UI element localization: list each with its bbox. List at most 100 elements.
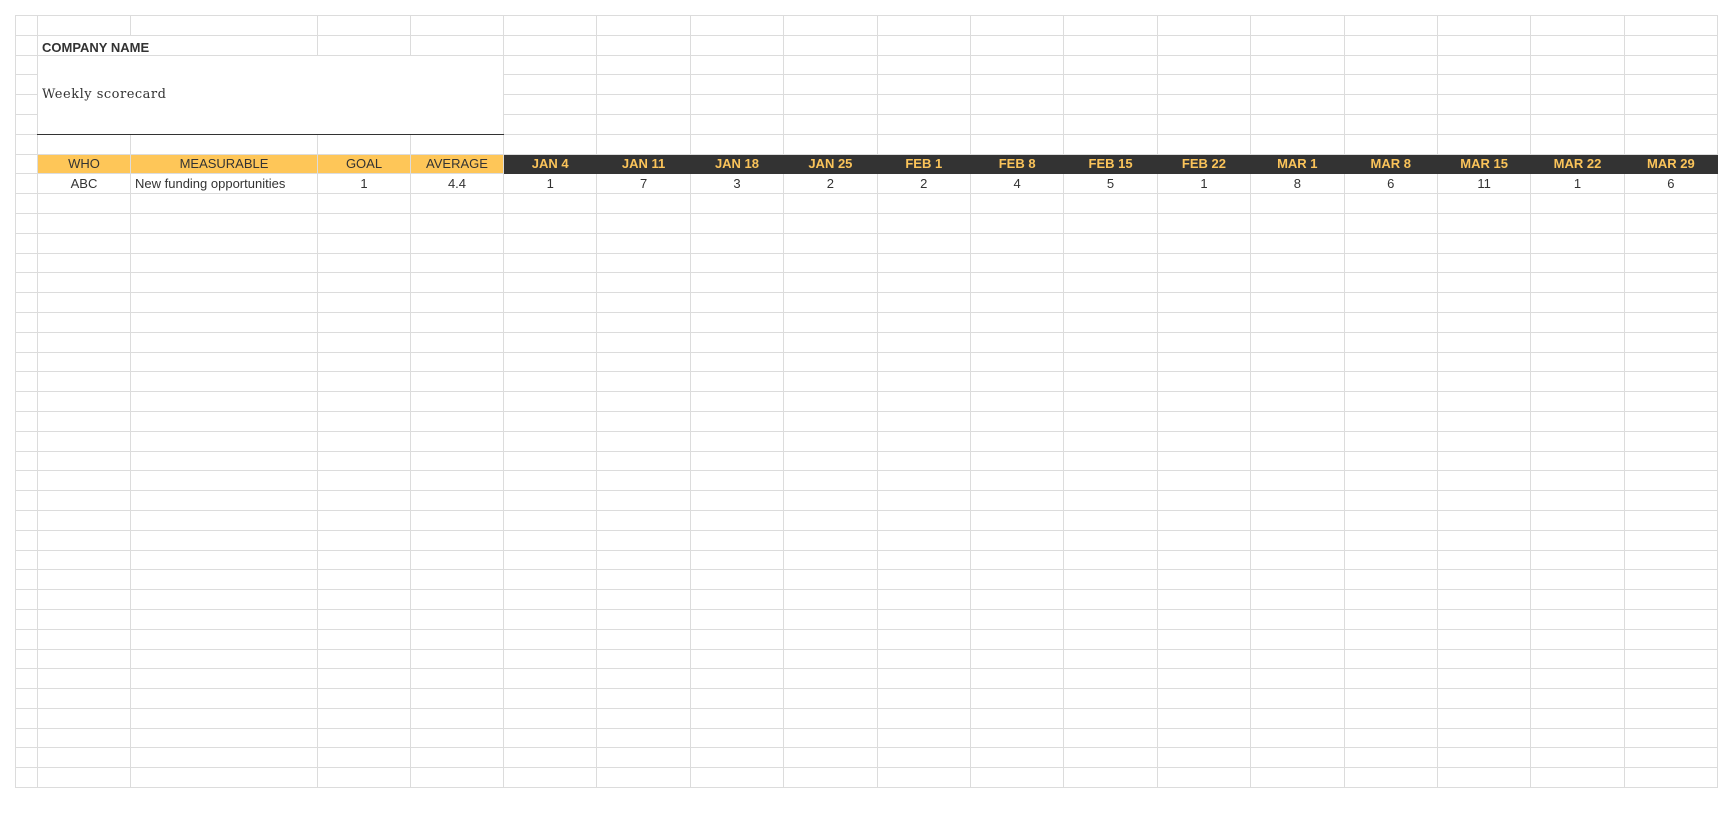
- cell[interactable]: [1623, 490, 1719, 511]
- cell[interactable]: [1623, 351, 1719, 373]
- cell[interactable]: [1530, 410, 1625, 432]
- cell[interactable]: [1063, 707, 1158, 729]
- cell[interactable]: [37, 410, 131, 432]
- cell[interactable]: [1343, 232, 1438, 254]
- cell[interactable]: [1436, 668, 1532, 690]
- cell[interactable]: [969, 371, 1065, 393]
- cell[interactable]: [1063, 371, 1158, 393]
- cell[interactable]: [1530, 133, 1625, 155]
- cell[interactable]: [130, 668, 318, 690]
- cell[interactable]: [15, 232, 38, 254]
- cell[interactable]: [410, 707, 504, 729]
- cell[interactable]: [969, 767, 1065, 789]
- cell[interactable]: [1436, 529, 1532, 551]
- cell[interactable]: [969, 351, 1065, 373]
- cell[interactable]: [783, 391, 878, 412]
- cell[interactable]: [1156, 232, 1252, 254]
- cell[interactable]: [1250, 569, 1345, 591]
- cell[interactable]: [1530, 331, 1625, 353]
- cell[interactable]: [783, 628, 878, 650]
- cell[interactable]: [1436, 232, 1532, 254]
- cell[interactable]: [1530, 707, 1625, 729]
- cell[interactable]: [1436, 331, 1532, 353]
- cell[interactable]: [410, 351, 504, 373]
- cell[interactable]: [130, 430, 318, 452]
- cell[interactable]: [876, 410, 971, 432]
- cell[interactable]: [689, 292, 785, 313]
- cell[interactable]: [596, 272, 691, 294]
- cell[interactable]: [1156, 292, 1252, 313]
- cell[interactable]: [783, 707, 878, 729]
- cell[interactable]: [596, 94, 691, 115]
- cell[interactable]: [596, 707, 691, 729]
- cell[interactable]: [783, 54, 878, 76]
- cell[interactable]: [1156, 54, 1252, 76]
- cell[interactable]: [1156, 391, 1252, 412]
- cell[interactable]: [1063, 15, 1158, 36]
- cell[interactable]: [1250, 94, 1345, 115]
- cell[interactable]: [410, 133, 504, 155]
- cell[interactable]: [15, 212, 38, 234]
- cell[interactable]: [969, 529, 1065, 551]
- cell[interactable]: [1063, 628, 1158, 650]
- cell[interactable]: [1530, 470, 1625, 492]
- cell[interactable]: [1063, 668, 1158, 690]
- cell[interactable]: [1530, 589, 1625, 610]
- cell[interactable]: [1343, 391, 1438, 412]
- cell[interactable]: [689, 767, 785, 789]
- cell[interactable]: [37, 668, 131, 690]
- cell[interactable]: [37, 767, 131, 789]
- cell[interactable]: [969, 569, 1065, 591]
- cell[interactable]: [1250, 371, 1345, 393]
- cell[interactable]: [130, 648, 318, 670]
- cell[interactable]: [1436, 707, 1532, 729]
- cell[interactable]: [410, 529, 504, 551]
- cell[interactable]: [1343, 292, 1438, 313]
- cell[interactable]: [317, 193, 411, 214]
- cell[interactable]: [130, 15, 318, 36]
- cell[interactable]: [969, 54, 1065, 76]
- cell[interactable]: [1530, 490, 1625, 511]
- cell[interactable]: [1623, 371, 1719, 393]
- cell[interactable]: [969, 589, 1065, 610]
- cell[interactable]: [502, 490, 598, 511]
- cell[interactable]: [689, 371, 785, 393]
- cell[interactable]: [317, 212, 411, 234]
- cell[interactable]: [1530, 529, 1625, 551]
- cell[interactable]: [15, 569, 38, 591]
- cell[interactable]: [783, 193, 878, 214]
- cell[interactable]: [317, 668, 411, 690]
- cell[interactable]: [130, 470, 318, 492]
- cell[interactable]: [1250, 74, 1345, 96]
- cell[interactable]: [15, 252, 38, 274]
- cell[interactable]: [15, 113, 38, 135]
- cell[interactable]: [317, 589, 411, 610]
- cell[interactable]: [783, 212, 878, 234]
- cell[interactable]: [1343, 628, 1438, 650]
- cell[interactable]: [1436, 688, 1532, 709]
- cell[interactable]: [689, 509, 785, 531]
- cell[interactable]: [1250, 113, 1345, 135]
- cell[interactable]: [596, 509, 691, 531]
- cell[interactable]: [783, 767, 878, 789]
- cell[interactable]: [37, 15, 131, 36]
- cell[interactable]: [1530, 54, 1625, 76]
- cell[interactable]: [596, 331, 691, 353]
- cell[interactable]: [876, 272, 971, 294]
- cell[interactable]: [37, 688, 131, 709]
- cell[interactable]: [1436, 470, 1532, 492]
- cell[interactable]: [317, 292, 411, 313]
- cell[interactable]: [783, 94, 878, 115]
- cell[interactable]: [317, 470, 411, 492]
- cell[interactable]: [37, 707, 131, 729]
- cell[interactable]: [317, 272, 411, 294]
- cell[interactable]: [1343, 193, 1438, 214]
- cell[interactable]: [969, 193, 1065, 214]
- cell[interactable]: [410, 391, 504, 412]
- cell[interactable]: [1343, 133, 1438, 155]
- cell[interactable]: [689, 232, 785, 254]
- cell[interactable]: [1436, 608, 1532, 630]
- cell[interactable]: [502, 351, 598, 373]
- cell[interactable]: [596, 688, 691, 709]
- cell[interactable]: [1530, 34, 1625, 56]
